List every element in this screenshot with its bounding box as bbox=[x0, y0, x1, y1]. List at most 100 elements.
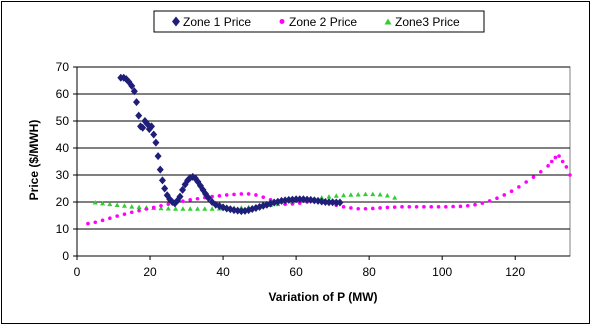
data-point bbox=[290, 202, 295, 206]
data-point bbox=[362, 191, 368, 197]
x-axis-ticks: 0 20 40 60 80 100 120 bbox=[74, 256, 526, 279]
data-point bbox=[422, 205, 426, 209]
data-point bbox=[261, 195, 266, 199]
y-tick-label: 50 bbox=[56, 114, 70, 128]
data-point bbox=[384, 193, 390, 198]
data-point bbox=[502, 193, 507, 197]
legend-marker-zone2 bbox=[279, 19, 285, 24]
data-point bbox=[195, 196, 200, 201]
data-point bbox=[122, 212, 127, 216]
data-point bbox=[156, 165, 164, 174]
legend: Zone 1 Price Zone 2 Price Zone3 Price bbox=[153, 10, 485, 33]
data-point bbox=[224, 193, 229, 197]
data-point bbox=[165, 205, 171, 211]
data-point bbox=[181, 199, 185, 203]
x-axis-label: Variation of P (MW) bbox=[268, 290, 377, 304]
legend-marker-zone3 bbox=[384, 18, 392, 25]
data-point bbox=[158, 176, 166, 185]
x-tick-label: 100 bbox=[432, 265, 452, 279]
data-point bbox=[173, 206, 179, 211]
legend-label-zone3: Zone3 Price bbox=[395, 15, 460, 29]
data-point bbox=[145, 125, 153, 134]
data-point bbox=[147, 122, 155, 131]
x-tick-label: 80 bbox=[362, 265, 376, 279]
data-point bbox=[363, 206, 368, 211]
data-point bbox=[204, 193, 212, 202]
data-point bbox=[158, 205, 164, 211]
data-point bbox=[531, 175, 536, 179]
y-axis-ticks: 0 10 20 30 40 50 60 70 bbox=[56, 60, 77, 263]
y-tick-label: 10 bbox=[56, 222, 70, 236]
data-point bbox=[152, 138, 160, 147]
data-point bbox=[136, 204, 142, 210]
data-point bbox=[209, 206, 215, 211]
data-point bbox=[108, 216, 112, 220]
data-point bbox=[151, 205, 156, 210]
data-point bbox=[292, 195, 300, 204]
data-point bbox=[180, 206, 186, 211]
data-point bbox=[333, 193, 339, 198]
grid-lines bbox=[77, 66, 570, 230]
data-point bbox=[195, 206, 201, 211]
data-point bbox=[564, 165, 569, 169]
data-point bbox=[159, 203, 163, 208]
y-tick-label: 70 bbox=[56, 60, 70, 74]
data-point bbox=[150, 130, 158, 139]
data-point bbox=[407, 205, 412, 209]
legend-label-zone2: Zone 2 Price bbox=[289, 15, 357, 29]
legend-marker-zone1 bbox=[172, 16, 180, 27]
data-point bbox=[319, 195, 325, 200]
data-point bbox=[385, 205, 390, 210]
data-point bbox=[129, 210, 134, 215]
data-point bbox=[135, 111, 143, 120]
y-tick-label: 20 bbox=[56, 195, 70, 209]
data-point bbox=[296, 195, 304, 204]
data-point bbox=[473, 202, 477, 207]
legend-label-zone1: Zone 1 Price bbox=[183, 15, 251, 29]
data-point bbox=[349, 206, 353, 210]
data-point bbox=[560, 159, 565, 164]
data-point bbox=[377, 191, 383, 197]
data-point bbox=[451, 204, 455, 209]
data-point bbox=[341, 192, 347, 198]
data-point bbox=[414, 205, 419, 209]
data-point bbox=[115, 214, 119, 218]
data-point bbox=[341, 205, 346, 209]
data-point bbox=[553, 155, 558, 160]
data-point bbox=[355, 191, 361, 197]
data-point bbox=[246, 192, 251, 196]
data-point bbox=[100, 200, 106, 206]
data-point bbox=[444, 205, 448, 209]
data-point bbox=[128, 81, 136, 90]
data-point bbox=[92, 200, 98, 205]
data-point bbox=[239, 192, 244, 196]
data-point bbox=[524, 180, 528, 184]
data-point bbox=[188, 198, 193, 202]
data-point bbox=[370, 191, 376, 197]
series-1 bbox=[117, 73, 344, 216]
data-point bbox=[176, 192, 184, 201]
x-tick-label: 40 bbox=[216, 265, 230, 279]
data-point bbox=[166, 202, 171, 206]
data-point bbox=[371, 206, 375, 211]
data-point bbox=[325, 198, 333, 207]
data-point bbox=[568, 173, 572, 177]
data-point bbox=[100, 218, 105, 223]
data-point bbox=[546, 164, 550, 168]
y-tick-label: 40 bbox=[56, 141, 70, 155]
data-point bbox=[557, 154, 561, 158]
data-point bbox=[254, 193, 258, 197]
data-point bbox=[392, 195, 398, 200]
data-point bbox=[107, 201, 113, 207]
legend-box bbox=[153, 10, 485, 33]
x-tick-label: 0 bbox=[74, 265, 81, 279]
y-tick-label: 30 bbox=[56, 168, 70, 182]
data-point bbox=[538, 169, 543, 174]
data-point bbox=[130, 87, 138, 96]
data-point bbox=[121, 203, 127, 208]
data-point bbox=[86, 221, 90, 226]
data-point bbox=[129, 204, 135, 209]
plot-area bbox=[76, 66, 571, 257]
data-point bbox=[114, 202, 120, 207]
